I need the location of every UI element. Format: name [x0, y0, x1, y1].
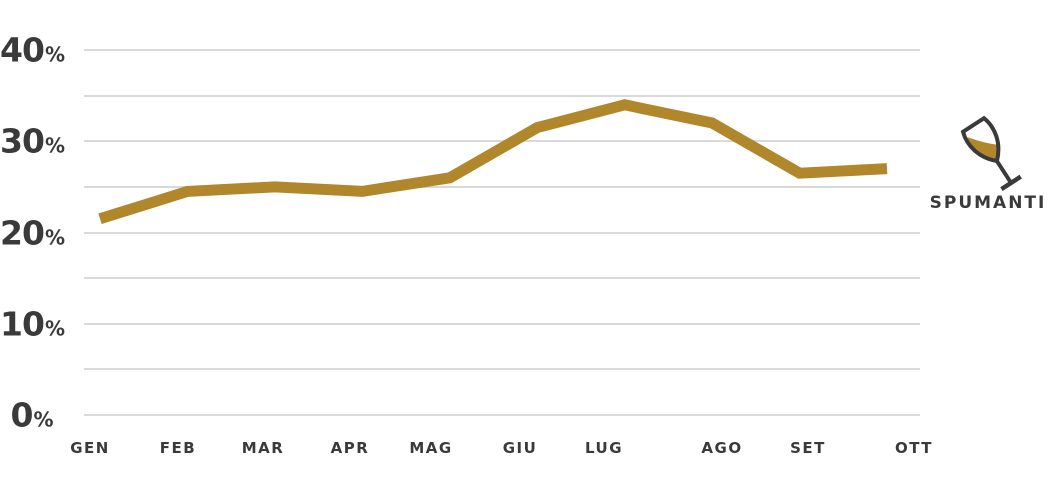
x-tick-label-feb: FEB [159, 439, 197, 457]
gridline-10pct [84, 322, 920, 325]
x-tick-label-ott: OTT [894, 439, 934, 457]
y-tick-label-20: 20% [0, 213, 65, 252]
gridline-20pct [84, 231, 920, 234]
gridline-40pct [84, 49, 920, 51]
y-tick-label-30: 30% [0, 121, 65, 161]
gridline-25pct [84, 185, 920, 188]
glass-bowl-outline [960, 115, 1001, 164]
wine-fill [967, 137, 1000, 161]
gridline-5pct [84, 368, 920, 371]
y-tick-number: 30 [0, 121, 45, 161]
y-tick-unit: % [44, 42, 65, 67]
glass-stem [995, 159, 1013, 184]
y-tick-number: 20 [0, 213, 45, 252]
y-tick-number: 40 [0, 30, 45, 70]
y-tick-unit: % [44, 133, 65, 158]
gridline-0pct [84, 414, 920, 416]
y-tick-label-0: 0% [0, 399, 64, 432]
gridline-15pct [84, 277, 920, 280]
legend-label: SPUMANTI [929, 193, 1047, 213]
y-tick-number: 10 [0, 304, 45, 344]
x-tick-label-lug: LUG [584, 439, 624, 457]
wine-glass-icon [960, 115, 1022, 192]
y-tick-number: 0 [10, 395, 33, 435]
spumanti-line [98, 99, 888, 225]
x-tick-label-set: SET [790, 439, 826, 457]
x-tick-label-ago: AGO [701, 439, 743, 457]
y-tick-label-10: 10% [0, 304, 65, 344]
x-tick-label-mag: MAG [409, 439, 453, 457]
gridline-30pct [84, 140, 920, 143]
y-tick-label-40: 40% [0, 30, 65, 70]
y-tick-unit: % [33, 407, 54, 432]
x-tick-label-mar: MAR [241, 439, 285, 457]
x-tick-label-giu: GIU [502, 439, 538, 457]
y-tick-unit: % [44, 225, 65, 249]
glass-foot [1000, 174, 1022, 192]
gridline-35pct [84, 94, 920, 97]
x-tick-label-gen: GEN [70, 439, 110, 457]
x-tick-label-apr: APR [330, 439, 370, 457]
y-tick-unit: % [44, 316, 65, 341]
